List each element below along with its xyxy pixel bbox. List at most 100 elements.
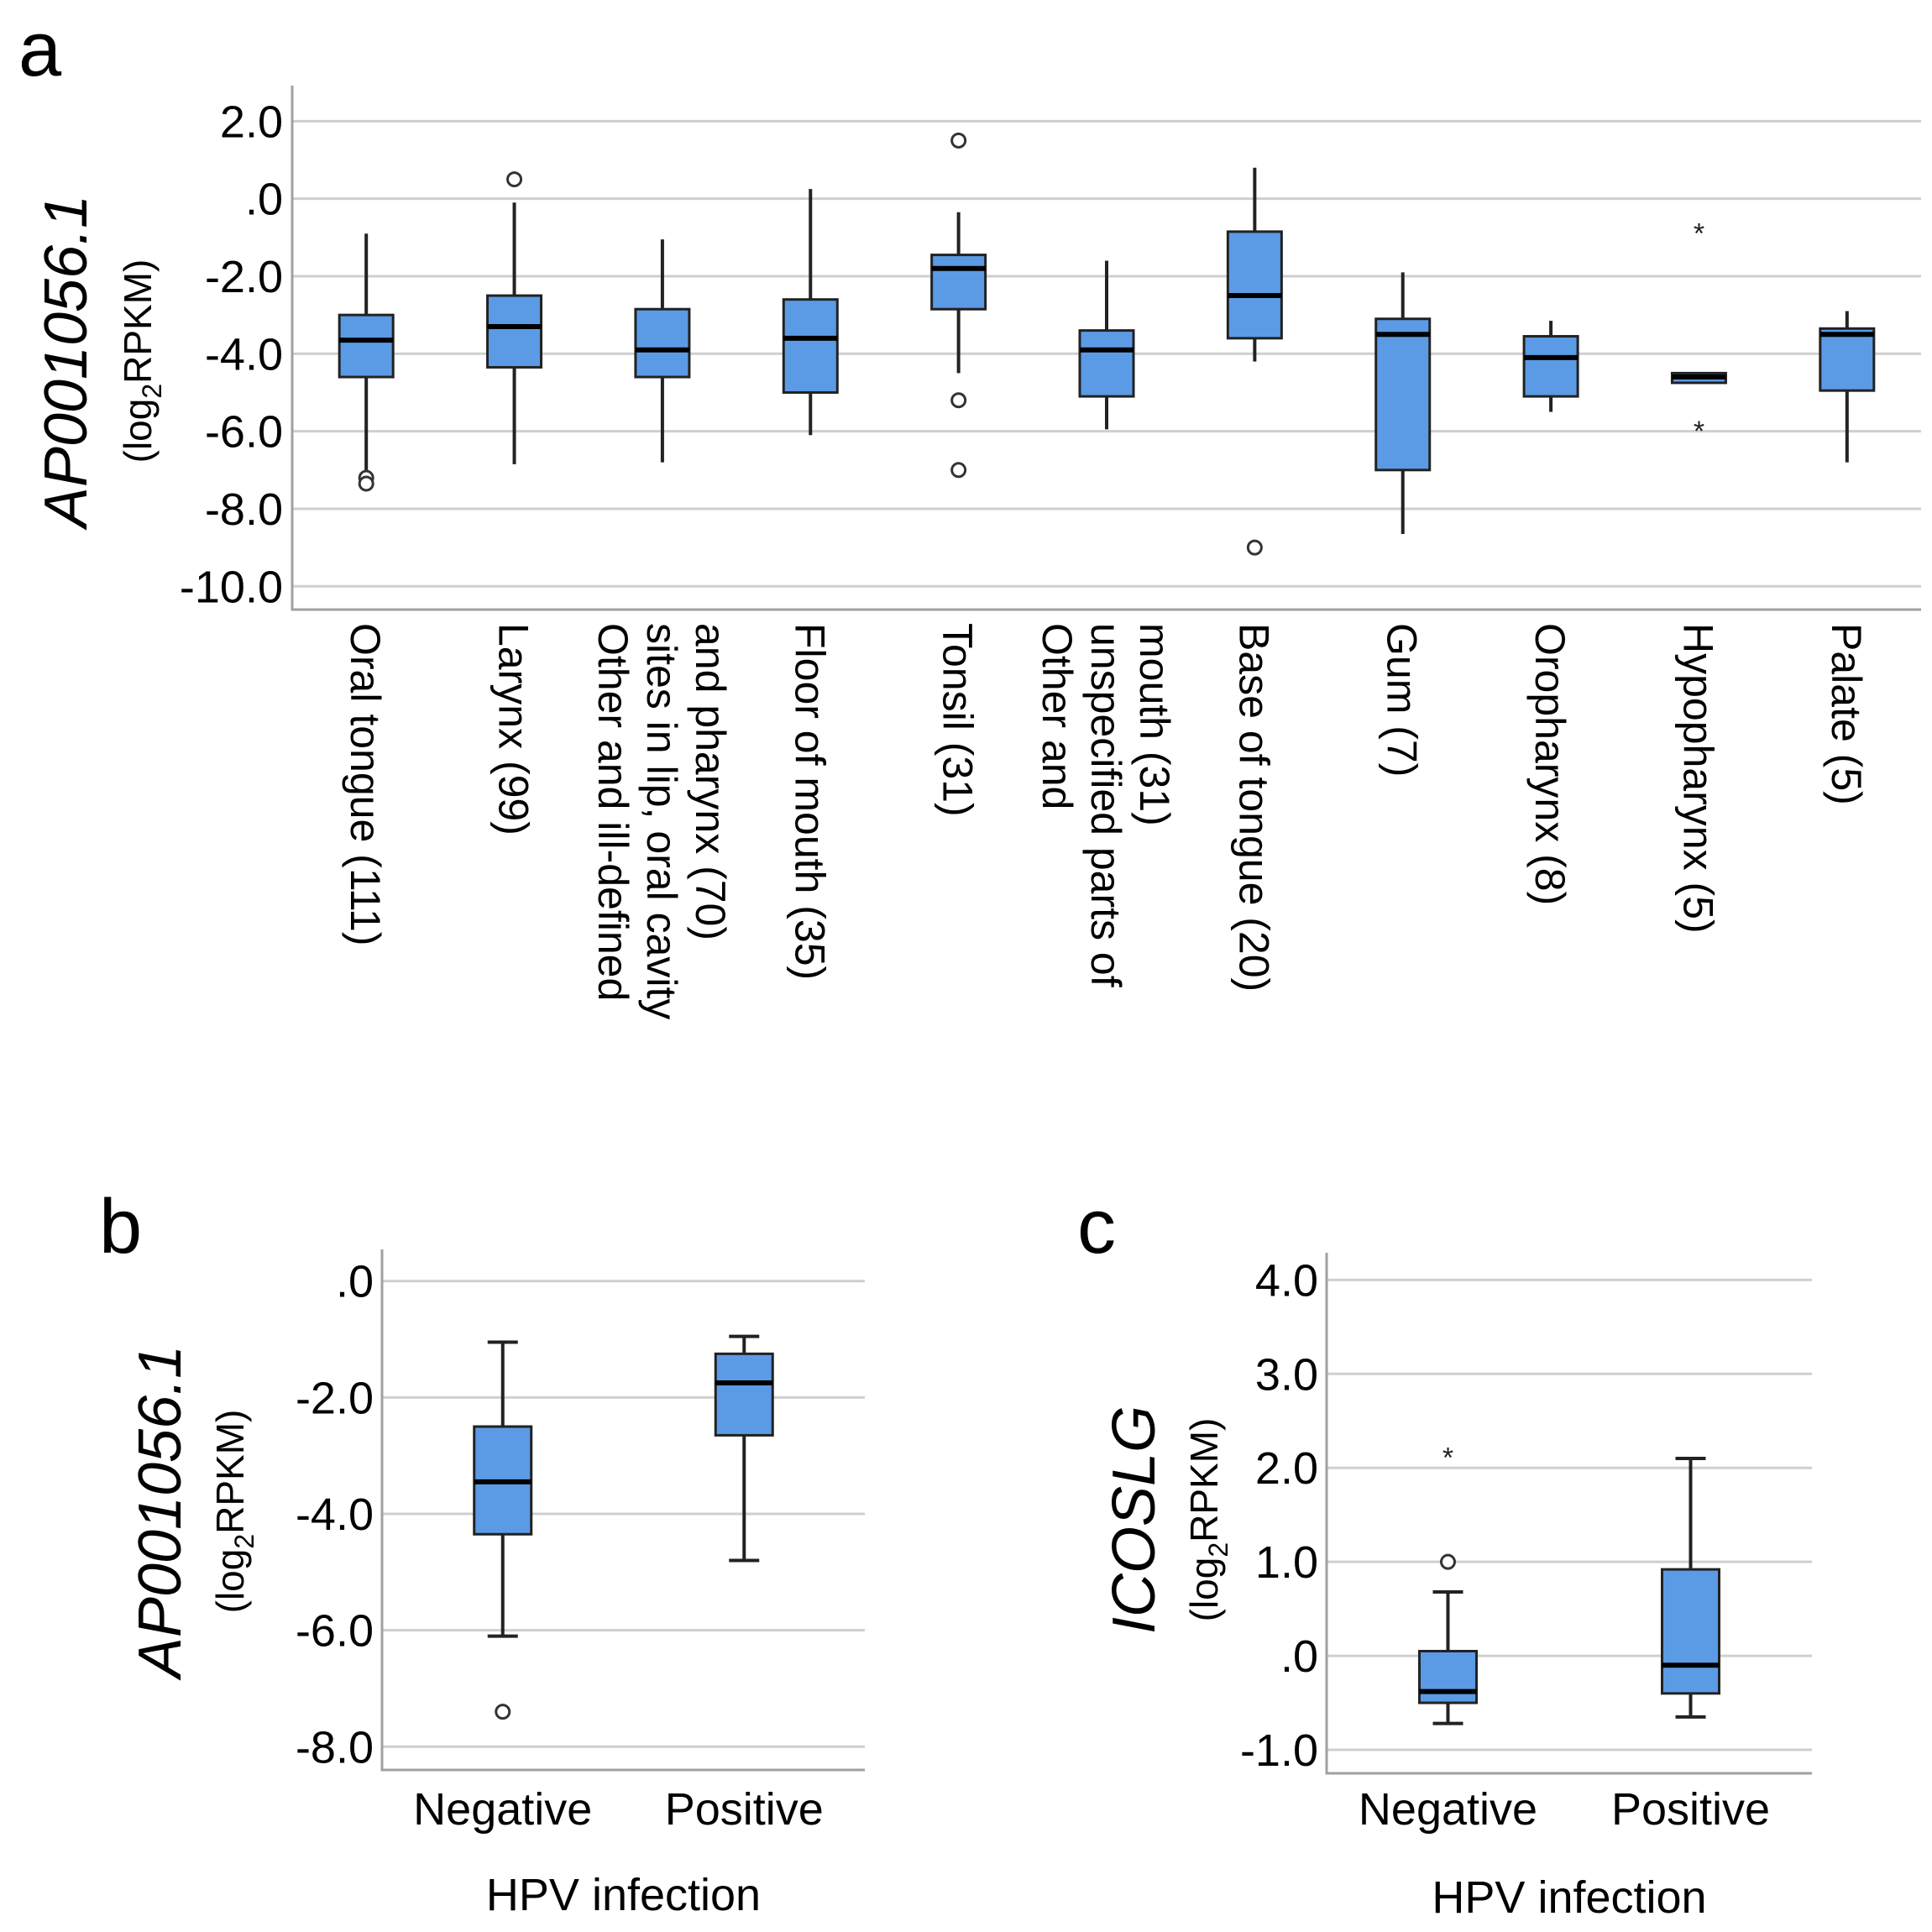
outlier-point (950, 392, 967, 409)
category-label: Positive (1611, 1784, 1770, 1835)
y-axis-title: ICOSLG (1101, 1406, 1168, 1634)
panel-letter: c (1077, 1184, 1116, 1270)
y-axis-unit-subscript: 2 (137, 384, 167, 399)
y-axis-unit-part: RPKM) (208, 1410, 252, 1534)
y-tick-label: -8.0 (205, 484, 283, 535)
category-label-line: Larynx (99) (490, 623, 537, 835)
iqr-box (714, 1352, 774, 1437)
category-label-line: Floor of mouth (35) (786, 623, 833, 980)
y-tick-label: -6.0 (205, 407, 283, 458)
extreme-point: * (1694, 416, 1704, 448)
y-tick-label: 2.0 (1255, 1443, 1318, 1494)
box-group: * (1418, 1442, 1478, 1725)
y-tick-label: -2.0 (296, 1373, 374, 1423)
category-label: Oral tongue (111) (342, 623, 389, 945)
category-label: Floor of mouth (35) (786, 623, 833, 980)
axis-line (380, 1249, 865, 1772)
category-label-line: Other and (1034, 623, 1081, 809)
iqr-box (1418, 1649, 1478, 1704)
y-axis-unit-part: RPKM) (1182, 1418, 1226, 1542)
box-group (486, 171, 543, 464)
iqr-box (1819, 327, 1876, 392)
box-group (1374, 272, 1432, 534)
iqr-box (1078, 329, 1135, 398)
iqr-box (782, 298, 839, 394)
category-label: Oropharynx (8) (1526, 623, 1573, 905)
iqr-box (338, 313, 395, 379)
y-tick-label: 3.0 (1255, 1349, 1318, 1400)
x-axis-title: HPV infection (486, 1870, 761, 1920)
y-tick-label: 2.0 (220, 97, 283, 147)
y-tick-label: -8.0 (296, 1722, 374, 1772)
category-label: Tonsil (31) (935, 623, 982, 817)
box-group (1226, 167, 1283, 556)
category-label-line: mouth (31) (1131, 623, 1178, 826)
x-axis-title: HPV infection (1432, 1872, 1706, 1923)
category-label-line: Oral tongue (111) (342, 623, 389, 945)
y-axis-title: AP001056.1 (127, 1345, 194, 1681)
y-axis-unit-part: (log (1182, 1558, 1226, 1622)
y-tick-label: 4.0 (1255, 1255, 1318, 1306)
y-tick-label: -10.0 (180, 562, 283, 612)
y-axis-unit-part: RPKM) (116, 259, 160, 384)
y-tick-label: .0 (1280, 1631, 1318, 1682)
outlier-point (495, 1704, 511, 1720)
iqr-box (930, 254, 987, 311)
box-group (338, 233, 395, 492)
box-group (1078, 260, 1135, 430)
category-label: Other and ill-defined sites in lip, oral … (589, 623, 734, 1019)
iqr-box (1522, 335, 1579, 398)
category-label-line: sites in lip, oral cavity (638, 623, 685, 1019)
y-axis-unit: (log2RPKM) (1182, 1418, 1233, 1622)
axis-line (1325, 1253, 1812, 1775)
y-tick-label: -2.0 (205, 252, 283, 302)
y-tick-label: -4.0 (205, 329, 283, 380)
category-label-line: Palate (5) (1823, 623, 1870, 805)
category-label-line: and pharynx (70) (687, 623, 734, 940)
category-label-line: Base of tongue (20) (1230, 623, 1277, 992)
iqr-box (1374, 317, 1432, 472)
panel-b: b .0 -2.0 -4.0 -6.0 -8.0 AP001056.1 (log2RPKM) N… (99, 1184, 865, 1920)
category-label: Hypopharynx (5) (1674, 623, 1721, 934)
category-label: Negative (413, 1784, 592, 1835)
iqr-box (1226, 230, 1283, 340)
category-label: Other and unspecified parts of mouth (31) (1034, 623, 1178, 987)
category-label: Base of tongue (20) (1230, 623, 1277, 992)
y-tick-label: .0 (245, 175, 283, 225)
panel-c: c 4.0 3.0 2.0 1.0 .0 -1.0 ICOSLG (log2RPKM) * Nega… (1077, 1184, 1812, 1923)
y-tick-label: 1.0 (1255, 1537, 1318, 1588)
iqr-box (486, 294, 543, 369)
iqr-box (1661, 1568, 1720, 1695)
category-label-line: Gum (7) (1379, 623, 1426, 777)
iqr-box (634, 307, 691, 379)
panel-a: a 2.0 .0 -2.0 -4.0 -6.0 -8.0 -10.0 AP001056.1 (lo… (18, 7, 1921, 1019)
panel-letter: b (99, 1184, 142, 1270)
y-tick-label: .0 (336, 1257, 374, 1307)
category-label-line: Hypopharynx (5) (1674, 623, 1721, 934)
y-axis-unit: (log2RPKM) (116, 259, 167, 463)
box-group: ** (1670, 218, 1727, 448)
category-label: Gum (7) (1379, 623, 1426, 777)
box-group (714, 1334, 774, 1563)
box-group (634, 239, 691, 463)
category-label-line: Oropharynx (8) (1526, 623, 1573, 905)
category-label: Negative (1359, 1784, 1537, 1835)
box-group (782, 189, 839, 436)
outlier-point (1440, 1553, 1456, 1570)
y-axis-title: AP001056.1 (33, 195, 100, 531)
category-label-line: Tonsil (31) (935, 623, 982, 817)
outlier-point (950, 462, 967, 479)
y-axis-unit-subscript: 2 (1203, 1542, 1233, 1558)
axis-line (291, 86, 1921, 611)
box-group (1522, 321, 1579, 412)
y-tick-label: -6.0 (296, 1606, 374, 1657)
category-label-line: unspecified parts of (1082, 623, 1129, 987)
category-label: Positive (665, 1784, 824, 1835)
outlier-point (506, 171, 523, 188)
extreme-point: * (1694, 218, 1704, 250)
box-group (1819, 311, 1876, 463)
y-axis-unit: (log2RPKM) (208, 1410, 259, 1614)
box-group (473, 1340, 533, 1720)
y-tick-label: -4.0 (296, 1490, 374, 1540)
category-label-line: Other and ill-defined (589, 623, 636, 1001)
